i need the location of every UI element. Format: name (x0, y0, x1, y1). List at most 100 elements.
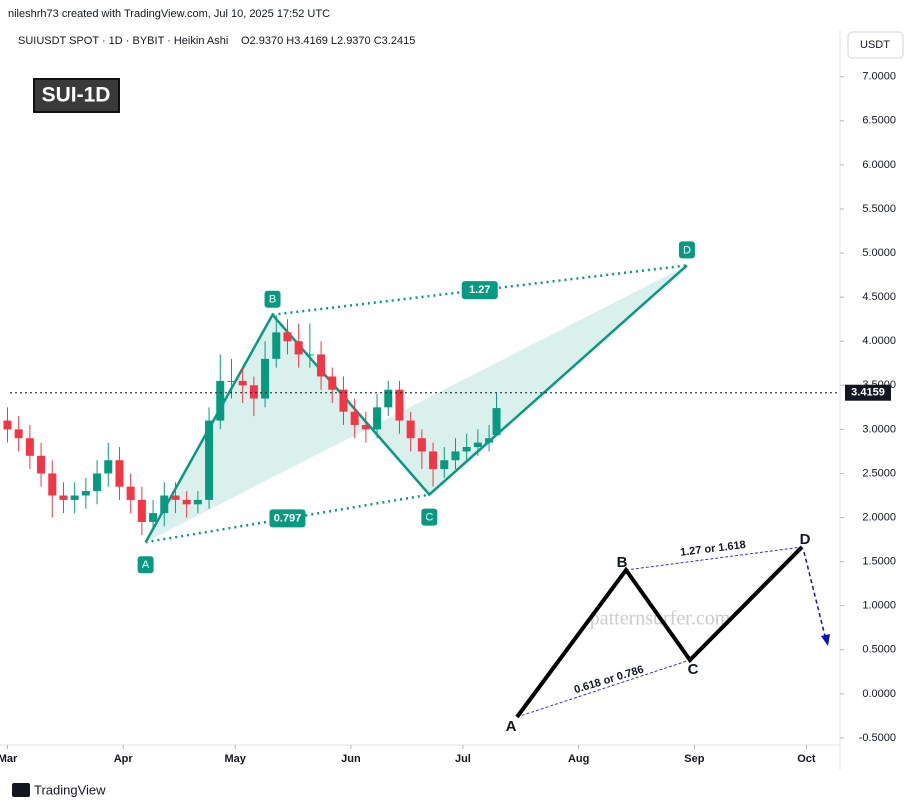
point-box (421, 508, 438, 526)
x-tick-label: Jun (341, 753, 361, 765)
point-box (678, 241, 695, 259)
byline: nileshrh73 created with TradingView.com,… (8, 8, 330, 20)
y-tick-label: 2.5000 (862, 467, 896, 479)
candle-body (93, 473, 102, 492)
schematic-point: C (688, 661, 699, 678)
y-tick-label: 1.0000 (862, 600, 896, 612)
ratio-box (269, 509, 306, 528)
candle-body (305, 354, 314, 356)
point-label: B (269, 294, 276, 306)
y-tick-label: -0.5000 (859, 732, 896, 744)
candle-body (406, 420, 415, 439)
y-tick-label: 4.0000 (862, 335, 896, 347)
pattern-area (145, 265, 687, 543)
candle-body (193, 499, 202, 505)
candle-body (261, 358, 270, 399)
x-tick-label: Mar (0, 753, 18, 765)
candle-body (149, 513, 158, 522)
brand-logo (12, 783, 30, 797)
candle-body (361, 424, 370, 430)
candle-body (126, 486, 135, 500)
y-tick-label: 0.0000 (862, 688, 896, 700)
schematic-zigzag (515, 545, 804, 719)
x-tick-label: Aug (568, 753, 589, 765)
candle-body (328, 376, 337, 390)
y-tick-label: 5.5000 (862, 203, 896, 215)
ratio-label: 1.27 (469, 284, 490, 296)
chart-title: SUI-1D (42, 84, 111, 107)
candle-body (272, 332, 281, 359)
currency-button[interactable] (847, 31, 904, 59)
title-box (33, 78, 120, 113)
x-tick-label: Sep (684, 753, 704, 765)
schematic-ac-line (516, 659, 691, 718)
y-tick-label: 1.5000 (862, 556, 896, 568)
candle-body (14, 429, 23, 439)
plot: -0.5000 0.0000 0.5000 1.0000 1.5000 2.0000 2.5… (0, 71, 896, 765)
y-tick-label: 6.5000 (862, 115, 896, 127)
candle-body (104, 460, 113, 474)
candle-body (294, 341, 303, 355)
candle-body (3, 420, 12, 430)
schematic-arrow (803, 551, 827, 641)
y-tick-label: 0.5000 (862, 644, 896, 656)
y-tick-label: 3.0000 (862, 423, 896, 435)
x-tick-label: Jul (455, 753, 471, 765)
candle-body (205, 420, 214, 500)
brand: TradingView (34, 782, 106, 797)
candle-body (137, 499, 146, 522)
candle-body (238, 380, 247, 386)
y-tick-label: 6.0000 (862, 159, 896, 171)
candle-body (216, 380, 225, 421)
x-tick-label: Oct (797, 753, 816, 765)
schematic-arrowhead (821, 634, 830, 646)
point-box (137, 556, 154, 574)
currency[interactable]: USDT (860, 39, 890, 51)
symbol: SUIUSDT SPOT · 1D · BYBIT · Heikin Ashi (18, 35, 228, 47)
y-tick-label: 4.5000 (862, 291, 896, 303)
schematic-bd-line (625, 546, 803, 571)
point-label: A (142, 559, 150, 571)
candle-body (395, 389, 404, 421)
candle-body (283, 332, 292, 342)
candle-body (440, 460, 449, 470)
schematic-point: A (506, 718, 517, 735)
candle-body (350, 411, 359, 425)
candle-body (25, 438, 34, 456)
ratio-label: 0.797 (274, 512, 302, 524)
candle-body (182, 499, 191, 505)
candle-body (249, 385, 258, 399)
ratio-box (461, 281, 498, 300)
schematic-point: D (800, 531, 811, 548)
y-tick-label: 2.0000 (862, 511, 896, 523)
candle-body (48, 473, 57, 496)
point-label: C (425, 512, 433, 524)
y-tick-label: 7.0000 (862, 71, 896, 83)
point-label: D (683, 244, 691, 256)
candle-body (317, 354, 326, 377)
candle-body (462, 447, 471, 452)
candle-body (59, 495, 68, 500)
candle-body (81, 491, 90, 496)
candle-body (115, 460, 124, 487)
candle-body (384, 389, 393, 408)
x-tick-label: Apr (114, 753, 134, 765)
candle-body (37, 455, 46, 474)
point-box (264, 290, 281, 308)
last-price-label: 3.4159 (851, 387, 885, 399)
x-tick-label: May (224, 753, 246, 765)
candle-body (473, 442, 482, 448)
candle-body (227, 380, 236, 382)
candle-body (451, 451, 460, 461)
candle-body (373, 407, 382, 430)
candle-body (417, 438, 426, 452)
last-price-box (845, 384, 891, 401)
y-tick-label: 5.0000 (862, 247, 896, 259)
candle-body (160, 495, 169, 514)
candle-body (70, 495, 79, 500)
candle-body (339, 389, 348, 412)
ohlc: O2.9370 H3.4169 L2.9370 C3.2415 (241, 35, 415, 47)
candle-body (485, 438, 494, 443)
